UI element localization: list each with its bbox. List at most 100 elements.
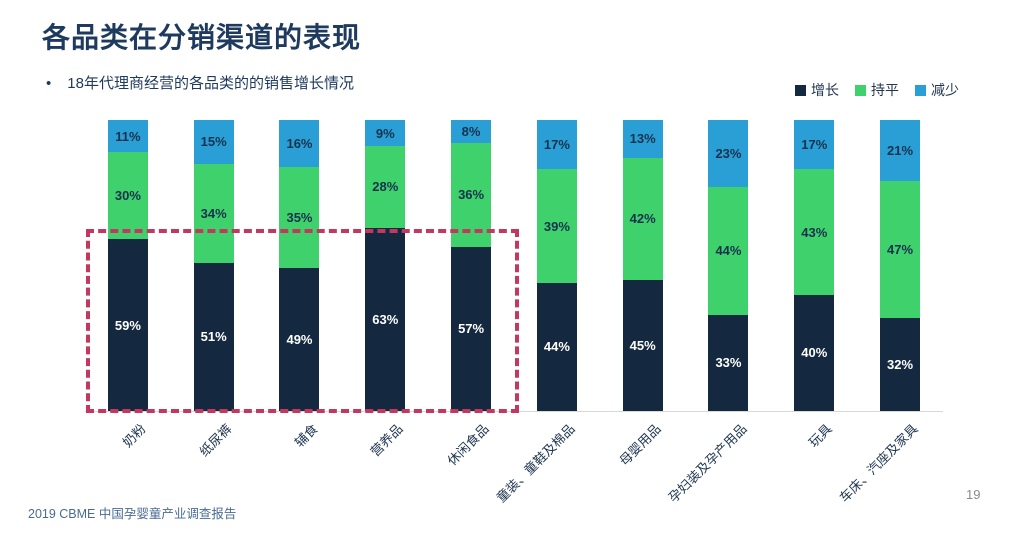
- category-label: 营养品: [367, 421, 407, 460]
- bar-slot: 49% 35% 16%: [257, 120, 343, 411]
- bar-segment-减少: 21%: [880, 120, 921, 182]
- bar-segment-减少: 9%: [365, 120, 406, 147]
- bar-slot: 59% 30% 11%: [85, 120, 171, 411]
- segment-value-label: 15%: [200, 134, 227, 150]
- bar-segment-增长: 33%: [708, 314, 749, 411]
- bar-segment-增长: 45%: [622, 280, 663, 411]
- segment-value-label: 43%: [801, 224, 828, 240]
- legend-label: 持平: [871, 82, 899, 98]
- legend-label: 增长: [811, 82, 839, 98]
- stacked-bar-6: 44% 39% 17%: [536, 120, 577, 411]
- category-label: 奶粉: [119, 421, 149, 451]
- bar-segment-持平: 28%: [365, 146, 406, 228]
- bar-segment-持平: 34%: [193, 163, 234, 263]
- category-label: 休闲食品: [444, 421, 492, 469]
- bar-segment-增长: 44%: [536, 282, 577, 411]
- bar-slot: 51% 34% 15%: [171, 120, 257, 411]
- bar-segment-减少: 17%: [536, 120, 577, 170]
- legend-label: 减少: [931, 82, 959, 98]
- category-label: 纸尿裤: [196, 421, 235, 460]
- category-label: 玩具: [806, 421, 836, 451]
- bar-slot: 33% 44% 23%: [686, 120, 772, 411]
- segment-value-label: 32%: [887, 356, 914, 372]
- legend-swatch-icon: [915, 84, 926, 96]
- bar-slot: 32% 47% 21%: [857, 120, 943, 411]
- segment-value-label: 21%: [887, 143, 914, 159]
- legend-swatch-icon: [795, 84, 806, 96]
- segment-value-label: 13%: [629, 131, 656, 147]
- segment-value-label: 49%: [286, 332, 313, 348]
- bar-slot: 40% 43% 17%: [771, 120, 857, 411]
- chart-legend: 增长 持平 减少: [795, 80, 959, 100]
- legend-item: 减少: [915, 80, 959, 100]
- segment-value-label: 33%: [715, 355, 742, 371]
- bar-segment-持平: 47%: [880, 181, 921, 318]
- segment-value-label: 39%: [543, 218, 570, 234]
- stacked-bar-7: 45% 42% 13%: [622, 120, 663, 411]
- segment-value-label: 34%: [200, 205, 227, 221]
- bar-segment-持平: 44%: [708, 186, 749, 315]
- bar-segment-增长: 51%: [193, 262, 234, 411]
- legend-item: 增长: [795, 80, 839, 100]
- bar-segment-持平: 35%: [279, 166, 320, 269]
- segment-value-label: 40%: [801, 345, 828, 361]
- bar-slot: 45% 42% 13%: [600, 120, 686, 411]
- segment-value-label: 45%: [629, 338, 656, 354]
- bar-segment-减少: 8%: [451, 120, 492, 144]
- segment-value-label: 57%: [458, 321, 485, 337]
- category-label: 母婴用品: [616, 421, 664, 469]
- stacked-bar-4: 63% 28% 9%: [365, 120, 406, 411]
- stacked-bar-10: 32% 47% 21%: [880, 120, 921, 411]
- segment-value-label: 44%: [543, 339, 570, 355]
- bar-segment-增长: 59%: [107, 239, 148, 411]
- bar-segment-持平: 36%: [451, 143, 492, 247]
- segment-value-label: 47%: [887, 242, 914, 257]
- segment-value-label: 23%: [715, 145, 742, 161]
- stacked-bar-9: 40% 43% 17%: [794, 120, 835, 411]
- legend-swatch-icon: [855, 84, 866, 96]
- bar-segment-减少: 23%: [708, 120, 749, 187]
- category-label: 孕妇装及孕产用品: [665, 421, 750, 506]
- bar-segment-增长: 49%: [279, 268, 320, 411]
- bar-segment-持平: 42%: [622, 157, 663, 281]
- segment-value-label: 9%: [375, 125, 395, 141]
- bar-segment-减少: 13%: [622, 120, 663, 158]
- subtitle-bullet: • 18年代理商经营的各品类的的销售增长情况: [46, 74, 354, 94]
- segment-value-label: 17%: [543, 137, 570, 153]
- category-label: 童装、童鞋及棉品: [493, 421, 578, 506]
- bar-segment-增长: 57%: [451, 246, 492, 411]
- bar-segment-减少: 16%: [279, 120, 320, 167]
- segment-value-label: 44%: [715, 243, 742, 259]
- segment-value-label: 63%: [372, 311, 399, 327]
- page-number: 19: [966, 487, 981, 502]
- category-label: 辅食: [291, 421, 321, 451]
- segment-value-label: 17%: [801, 137, 828, 153]
- bar-segment-增长: 32%: [880, 317, 921, 411]
- bar-slot: 44% 39% 17%: [514, 120, 600, 411]
- subtitle-text: 18年代理商经营的各品类的的销售增长情况: [67, 75, 354, 92]
- segment-value-label: 51%: [200, 329, 227, 345]
- segment-value-label: 35%: [286, 210, 313, 225]
- stacked-bar-3: 49% 35% 16%: [279, 120, 320, 411]
- bar-segment-持平: 39%: [536, 169, 577, 283]
- bar-slot: 63% 28% 9%: [342, 120, 428, 411]
- bar-segment-减少: 15%: [193, 120, 234, 164]
- segment-value-label: 8%: [461, 124, 481, 140]
- stacked-bar-1: 59% 30% 11%: [107, 120, 148, 411]
- bar-segment-减少: 17%: [794, 120, 835, 170]
- stacked-bar-5: 57% 36% 8%: [451, 120, 492, 411]
- bar-segment-减少: 11%: [107, 120, 148, 153]
- segment-value-label: 36%: [458, 187, 485, 203]
- segment-value-label: 30%: [114, 188, 141, 204]
- bullet-dot-icon: •: [46, 75, 52, 92]
- legend-item: 持平: [855, 80, 899, 100]
- stacked-bar-8: 33% 44% 23%: [708, 120, 749, 411]
- bar-segment-持平: 43%: [794, 169, 835, 295]
- stacked-bar-2: 51% 34% 15%: [193, 120, 234, 411]
- segment-value-label: 16%: [286, 135, 313, 151]
- plot-area: 59% 30% 11% 51% 34% 15% 49% 35% 16% 63% 28% 9% 57% 36…: [85, 120, 943, 412]
- segment-value-label: 11%: [115, 128, 141, 144]
- bar-slot: 57% 36% 8%: [428, 120, 514, 411]
- segment-value-label: 42%: [629, 211, 656, 227]
